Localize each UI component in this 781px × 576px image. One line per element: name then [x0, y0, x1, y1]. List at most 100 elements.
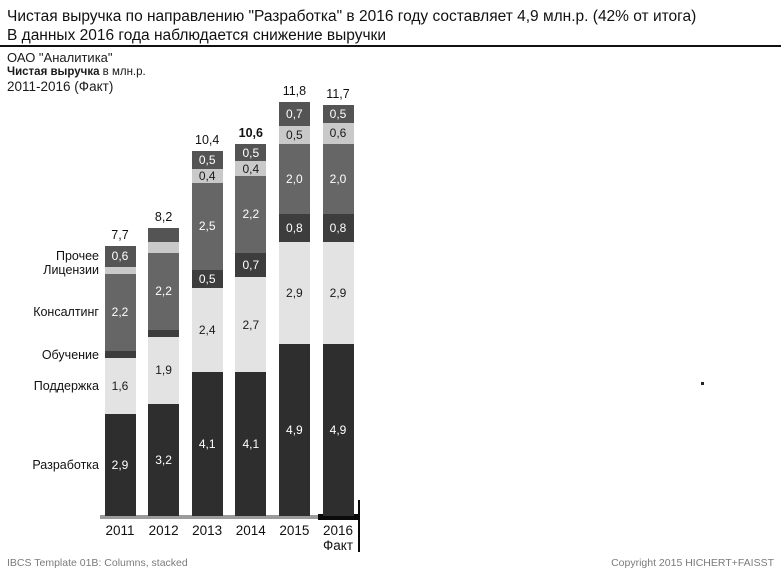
- series-label-2: Обучение: [41, 347, 99, 362]
- bar-segment-2016-5: 0,5: [322, 105, 354, 123]
- bar-segment-2011-0: 2,9: [104, 414, 136, 516]
- bar-segment-2012-2: [148, 329, 180, 337]
- segment-value-label: 2,0: [286, 172, 303, 187]
- segment-value-label: 0,5: [198, 272, 216, 287]
- x-axis-label-2015: 2015: [279, 523, 310, 538]
- bar-segment-2015-5: 0,7: [278, 101, 310, 127]
- bar-segment-2016-1: 2,9: [322, 242, 354, 344]
- x-axis-label-2012: 2012: [148, 523, 179, 538]
- segment-value-label: 0,5: [198, 152, 216, 167]
- bar-segment-2012-1: 1,9: [148, 336, 180, 404]
- series-label-3: Консалтинг: [33, 305, 99, 320]
- segment-value-label: 2,2: [111, 305, 129, 320]
- bar-segment-2013-3: 2,5: [191, 182, 223, 271]
- bar-segment-2014-4: 0,4: [235, 161, 267, 176]
- segment-value-label: 2,5: [198, 219, 216, 234]
- segment-value-label: 0,7: [286, 107, 303, 122]
- segment-value-label: 0,5: [329, 107, 347, 122]
- company-name: ОАО "Аналитика": [7, 50, 113, 65]
- report-subtitle: В данных 2016 года наблюдается снижение …: [7, 27, 387, 44]
- x-axis-label-2016: 2016: [322, 523, 354, 538]
- actual-period-end-line: [358, 500, 360, 552]
- footer-template-name: IBCS Template 01B: Columns, stacked: [7, 557, 188, 569]
- series-label-5: Прочее: [55, 249, 99, 264]
- segment-value-label: 0,5: [286, 128, 303, 143]
- bar-segment-2013-5: 0,5: [191, 150, 223, 169]
- bar-segment-2016-2: 0,8: [322, 214, 354, 243]
- bar-segment-2016-0: 4,9: [322, 344, 354, 516]
- segment-value-label: 2,9: [286, 286, 303, 301]
- segment-value-label: 1,6: [111, 379, 129, 394]
- segment-value-label: 2,2: [155, 284, 172, 299]
- x-axis-label-2011: 2011: [105, 523, 135, 538]
- bar-segment-2015-1: 2,9: [278, 242, 310, 344]
- total-label-2014: 10,6: [238, 125, 263, 140]
- bar-segment-2014-5: 0,5: [235, 143, 267, 162]
- segment-value-label: 2,4: [198, 322, 216, 337]
- series-label-0: Разработка: [32, 458, 99, 473]
- bar-segment-2012-4: [148, 242, 180, 253]
- bar-segment-2016-3: 2,0: [322, 143, 354, 215]
- bar-segment-2012-5: [148, 228, 180, 243]
- bar-segment-2015-4: 0,5: [278, 126, 310, 144]
- segment-value-label: 4,9: [286, 422, 303, 437]
- measure-label-unit: в млн.р.: [99, 66, 146, 78]
- x-axis-label-2013: 2013: [192, 523, 223, 538]
- bar-segment-2015-0: 4,9: [278, 344, 310, 516]
- total-label-2016: 11,7: [326, 87, 350, 102]
- x-axis-line: [100, 515, 359, 519]
- period-label: 2011-2016 (Факт): [7, 79, 114, 94]
- bar-segment-2014-2: 0,7: [235, 252, 267, 278]
- segment-value-label: 0,7: [242, 258, 260, 273]
- bar-segment-2013-1: 2,4: [191, 287, 223, 373]
- segment-value-label: 0,6: [329, 126, 347, 141]
- x-axis-label-2014: 2014: [235, 523, 266, 538]
- footer-copyright: Copyright 2015 HICHERT+FAISST: [611, 557, 774, 569]
- segment-value-label: 2,9: [111, 458, 129, 473]
- segment-value-label: 2,9: [329, 286, 347, 301]
- bar-segment-2013-0: 4,1: [191, 372, 223, 516]
- segment-value-label: 0,6: [111, 249, 129, 264]
- bar-segment-2015-2: 0,8: [278, 214, 310, 243]
- bar-segment-2011-1: 1,6: [104, 358, 136, 415]
- total-label-2011: 7,7: [111, 227, 129, 242]
- bar-segment-2012-0: 3,2: [148, 403, 180, 516]
- bar-segment-2011-2: [104, 351, 136, 359]
- bar-segment-2011-4: [104, 266, 136, 274]
- segment-value-label: 0,8: [329, 221, 347, 236]
- segment-value-label: 0,5: [242, 145, 260, 160]
- series-label-1: Поддержка: [33, 379, 99, 394]
- total-label-2015: 11,8: [282, 83, 307, 98]
- bar-segment-2014-1: 2,7: [235, 277, 267, 373]
- stray-dot: [701, 382, 704, 385]
- segment-value-label: 0,8: [286, 221, 303, 236]
- segment-value-label: 4,1: [242, 437, 260, 452]
- bar-segment-2014-0: 4,1: [235, 372, 267, 516]
- total-label-2012: 8,2: [154, 210, 173, 225]
- segment-value-label: 4,9: [329, 422, 347, 437]
- segment-value-label: 2,2: [242, 207, 260, 222]
- series-label-4: Лицензии: [43, 263, 99, 278]
- bar-segment-2013-4: 0,4: [191, 168, 223, 183]
- bar-segment-2016-4: 0,6: [322, 122, 354, 144]
- segment-value-label: 2,7: [242, 317, 260, 332]
- bar-segment-2011-3: 2,2: [104, 273, 136, 352]
- segment-value-label: 1,9: [155, 363, 172, 378]
- x-axis-line-actual: [318, 514, 359, 520]
- x-axis-sublabel-fakt: Факт: [322, 538, 353, 553]
- bar-segment-2014-3: 2,2: [235, 175, 267, 253]
- segment-value-label: 4,1: [198, 437, 216, 452]
- bar-segment-2013-2: 0,5: [191, 270, 223, 288]
- bar-segment-2011-5: 0,6: [104, 245, 136, 267]
- measure-label-bold: Чистая выручка: [7, 66, 100, 78]
- bar-segment-2015-3: 2,0: [278, 143, 310, 215]
- report-title: Чистая выручка по направлению "Разработк…: [7, 8, 697, 25]
- title-separator-line: [0, 45, 781, 47]
- total-label-2013: 10,4: [195, 132, 220, 147]
- bar-segment-2012-3: 2,2: [148, 252, 180, 330]
- segment-value-label: 0,4: [198, 168, 216, 183]
- segment-value-label: 0,4: [242, 161, 260, 176]
- segment-value-label: 2,0: [329, 172, 347, 187]
